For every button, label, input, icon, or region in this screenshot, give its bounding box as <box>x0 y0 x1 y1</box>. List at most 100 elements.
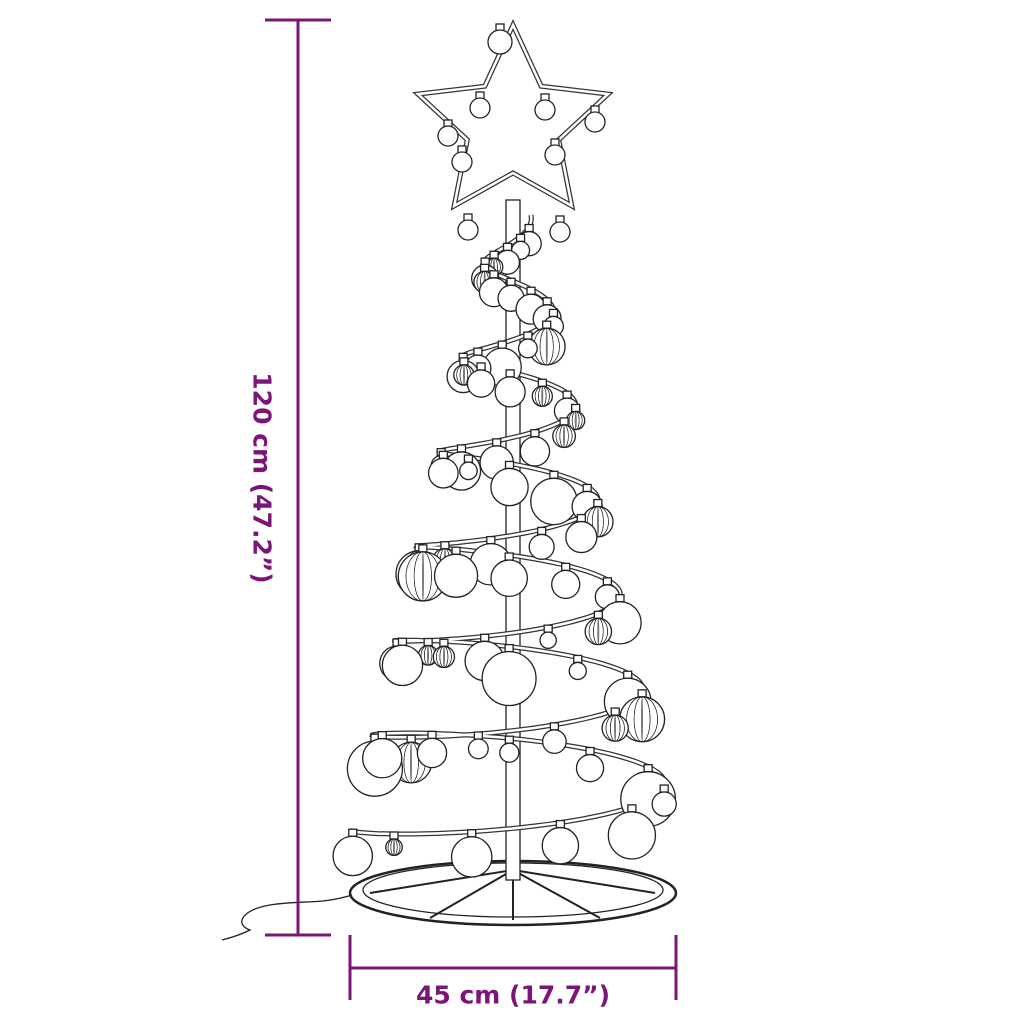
bulb-ornament <box>534 99 556 121</box>
bulb-cap <box>549 722 560 731</box>
ball-ornament <box>481 650 537 707</box>
bulb-cap <box>542 297 552 306</box>
bulb-cap <box>549 470 559 479</box>
bulb-cap <box>530 429 540 438</box>
bulb-cap <box>515 233 526 243</box>
bulb-cap <box>451 546 461 555</box>
bulb-cap <box>497 340 507 349</box>
bulb-cap <box>602 577 613 586</box>
ball-ornament <box>565 520 598 554</box>
ball-ornament <box>528 533 555 560</box>
bulb-cap <box>459 357 469 366</box>
bulb-cap <box>486 535 496 545</box>
bulb-cap <box>427 730 437 740</box>
bulb-cap <box>348 828 358 837</box>
bulb-cap <box>659 784 669 793</box>
bulb-cap <box>423 637 433 647</box>
bulb-cap <box>489 270 499 279</box>
bulb-cap <box>440 541 450 550</box>
ball-ornament <box>416 737 448 769</box>
bulb-cap <box>456 444 467 453</box>
ball-ornament <box>575 753 605 783</box>
ornament-stripe <box>534 385 550 407</box>
bulb-cap <box>637 689 647 698</box>
bulb-cap <box>537 526 547 536</box>
bulb-ornament <box>451 151 473 173</box>
ornament-stripe <box>387 838 401 856</box>
bulb-cap <box>463 454 474 463</box>
ball-ornament <box>651 791 677 817</box>
ball-ornament <box>541 729 567 755</box>
bulb-cap <box>585 746 595 756</box>
bulb-ornament <box>469 97 491 119</box>
ball-ornament <box>494 376 526 408</box>
bulb-cap <box>615 594 625 603</box>
bulb-cap <box>526 286 536 295</box>
bulb-cap <box>504 460 515 470</box>
ball-ornament <box>541 826 580 865</box>
bulb-cap <box>397 637 408 646</box>
bulb-cap <box>623 670 633 679</box>
bulb-cap <box>576 513 586 523</box>
bulb-cap <box>582 483 592 493</box>
ball-ornament <box>332 835 374 877</box>
ball-ornament <box>568 661 587 681</box>
bulb-cap <box>504 643 514 653</box>
bulb-cap <box>389 831 399 840</box>
bulb-cap <box>504 735 514 744</box>
star-frame <box>412 19 614 211</box>
ball-ornament <box>519 436 551 467</box>
bulb-ornament <box>487 29 513 55</box>
bulb-cap <box>555 819 566 829</box>
ball-ornament <box>381 644 424 687</box>
ball-ornament <box>517 338 538 359</box>
ball-ornament <box>466 369 496 398</box>
bulb-cap <box>418 544 428 553</box>
bulb-cap <box>593 498 603 508</box>
bulb-cap <box>523 331 533 340</box>
ornament-stripe <box>436 645 452 668</box>
bulb-cap <box>377 731 387 740</box>
ball-ornament <box>362 738 403 779</box>
bulb-ornament <box>437 125 459 147</box>
ball-ornament <box>459 461 478 481</box>
ball-ornament <box>467 738 489 760</box>
bulb-cap <box>406 734 416 743</box>
width-label: 45 cm (17.7”) <box>415 980 611 1010</box>
bulb-cap <box>473 731 483 740</box>
bulb-cap <box>476 362 486 371</box>
height-label: 120 cm (47.2”) <box>247 372 277 584</box>
ball-ornament <box>490 467 529 507</box>
bulb-ornament <box>544 144 566 166</box>
height-dimension-line <box>265 18 331 937</box>
bulb-cap <box>506 277 516 286</box>
ornament-stripe <box>555 424 573 448</box>
bulb-ornament <box>457 219 479 241</box>
bulb-cap <box>473 347 483 356</box>
ornament-stripe <box>586 506 609 538</box>
bulb-cap <box>593 610 604 619</box>
ornament-stripe <box>568 411 583 430</box>
bulb-cap <box>489 250 499 259</box>
bulb-cap <box>439 638 449 647</box>
ball-ornament <box>539 631 557 650</box>
bulb-cap <box>627 804 637 813</box>
bulb-cap <box>438 450 448 460</box>
bulb-cap <box>548 308 559 318</box>
bulb-cap <box>571 403 581 413</box>
bulb-cap <box>610 707 620 716</box>
bulb-cap <box>537 378 547 387</box>
ball-ornament <box>450 836 493 878</box>
bulb-cap <box>480 633 490 642</box>
bulb-cap <box>561 562 571 572</box>
ornament-stripe <box>588 618 608 645</box>
tree-drawing <box>221 19 678 941</box>
bulb-cap <box>504 552 514 561</box>
ball-ornament <box>551 569 581 600</box>
bulb-cap <box>543 624 553 633</box>
width-dimension-line <box>348 935 678 1000</box>
ornament-stripe <box>605 714 625 742</box>
bulb-cap <box>559 417 569 426</box>
star-frame-highlight <box>415 22 611 209</box>
bulb-cap <box>505 369 515 378</box>
